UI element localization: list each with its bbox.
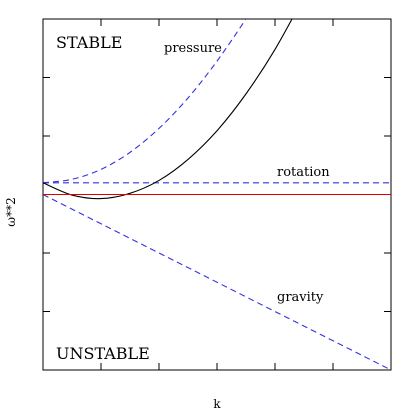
dispersion-curve-series <box>43 19 293 200</box>
pressure-series <box>43 19 247 184</box>
series-label-pressure: pressure <box>164 41 222 56</box>
series-label-rotation: rotation <box>277 165 330 180</box>
y-axis-label: ω**2 <box>4 197 18 226</box>
gravity-series <box>43 194 391 370</box>
x-axis-label: k <box>213 397 221 411</box>
series-label-gravity: gravity <box>277 290 324 305</box>
unstable-label: UNSTABLE <box>56 344 150 363</box>
curves <box>43 19 391 370</box>
stable-label: STABLE <box>56 33 122 52</box>
